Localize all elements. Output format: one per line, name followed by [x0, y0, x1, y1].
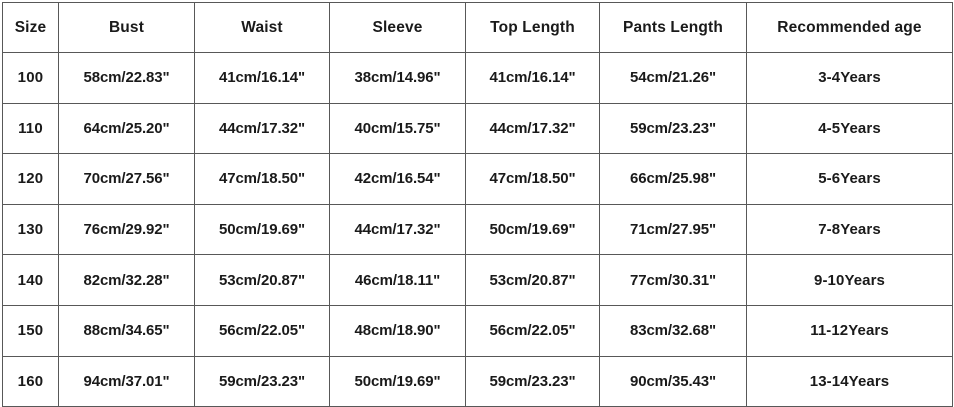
cell-pants-length: 59cm/23.23": [599, 102, 747, 155]
column-header-top-length: Top Length: [465, 2, 600, 53]
column-header-pants-length: Pants Length: [599, 2, 747, 53]
cell-bust: 58cm/22.83": [58, 52, 195, 104]
cell-waist: 59cm/23.23": [194, 355, 330, 407]
cell-size: 110: [2, 102, 59, 155]
table-row: 130 76cm/29.92" 50cm/19.69" 44cm/17.32" …: [2, 203, 953, 256]
cell-pants-length: 66cm/25.98": [599, 153, 747, 205]
table-body: 100 58cm/22.83" 41cm/16.14" 38cm/14.96" …: [2, 52, 953, 407]
cell-recommended-age: 4-5Years: [746, 102, 953, 155]
cell-pants-length: 77cm/30.31": [599, 254, 747, 306]
cell-top-length: 59cm/23.23": [465, 355, 600, 407]
cell-bust: 76cm/29.92": [58, 203, 195, 256]
cell-sleeve: 42cm/16.54": [329, 153, 466, 205]
cell-pants-length: 83cm/32.68": [599, 304, 747, 357]
table-row: 160 94cm/37.01" 59cm/23.23" 50cm/19.69" …: [2, 355, 953, 407]
cell-top-length: 56cm/22.05": [465, 304, 600, 357]
table-row: 150 88cm/34.65" 56cm/22.05" 48cm/18.90" …: [2, 304, 953, 357]
cell-size: 120: [2, 153, 59, 205]
cell-sleeve: 40cm/15.75": [329, 102, 466, 155]
cell-sleeve: 38cm/14.96": [329, 52, 466, 104]
cell-recommended-age: 13-14Years: [746, 355, 953, 407]
cell-recommended-age: 11-12Years: [746, 304, 953, 357]
cell-bust: 70cm/27.56": [58, 153, 195, 205]
cell-sleeve: 50cm/19.69": [329, 355, 466, 407]
cell-waist: 41cm/16.14": [194, 52, 330, 104]
cell-waist: 44cm/17.32": [194, 102, 330, 155]
table-row: 140 82cm/32.28" 53cm/20.87" 46cm/18.11" …: [2, 254, 953, 306]
header-row: Size Bust Waist Sleeve Top Length Pants …: [2, 2, 953, 53]
cell-recommended-age: 3-4Years: [746, 52, 953, 104]
column-header-sleeve: Sleeve: [329, 2, 466, 53]
cell-pants-length: 71cm/27.95": [599, 203, 747, 256]
table-header: Size Bust Waist Sleeve Top Length Pants …: [2, 2, 953, 53]
cell-recommended-age: 7-8Years: [746, 203, 953, 256]
cell-pants-length: 90cm/35.43": [599, 355, 747, 407]
table-row: 100 58cm/22.83" 41cm/16.14" 38cm/14.96" …: [2, 52, 953, 104]
cell-top-length: 41cm/16.14": [465, 52, 600, 104]
cell-size: 160: [2, 355, 59, 407]
column-header-bust: Bust: [58, 2, 195, 53]
cell-bust: 64cm/25.20": [58, 102, 195, 155]
cell-size: 130: [2, 203, 59, 256]
cell-recommended-age: 9-10Years: [746, 254, 953, 306]
cell-sleeve: 44cm/17.32": [329, 203, 466, 256]
cell-recommended-age: 5-6Years: [746, 153, 953, 205]
cell-waist: 56cm/22.05": [194, 304, 330, 357]
column-header-recommended-age: Recommended age: [746, 2, 953, 53]
cell-sleeve: 46cm/18.11": [329, 254, 466, 306]
cell-sleeve: 48cm/18.90": [329, 304, 466, 357]
cell-top-length: 47cm/18.50": [465, 153, 600, 205]
cell-waist: 53cm/20.87": [194, 254, 330, 306]
cell-pants-length: 54cm/21.26": [599, 52, 747, 104]
table-row: 110 64cm/25.20" 44cm/17.32" 40cm/15.75" …: [2, 102, 953, 155]
cell-size: 140: [2, 254, 59, 306]
cell-bust: 94cm/37.01": [58, 355, 195, 407]
cell-bust: 88cm/34.65": [58, 304, 195, 357]
cell-top-length: 53cm/20.87": [465, 254, 600, 306]
cell-waist: 50cm/19.69": [194, 203, 330, 256]
column-header-waist: Waist: [194, 2, 330, 53]
column-header-size: Size: [2, 2, 59, 53]
cell-top-length: 44cm/17.32": [465, 102, 600, 155]
table-row: 120 70cm/27.56" 47cm/18.50" 42cm/16.54" …: [2, 153, 953, 205]
cell-top-length: 50cm/19.69": [465, 203, 600, 256]
cell-bust: 82cm/32.28": [58, 254, 195, 306]
cell-size: 100: [2, 52, 59, 104]
cell-waist: 47cm/18.50": [194, 153, 330, 205]
cell-size: 150: [2, 304, 59, 357]
